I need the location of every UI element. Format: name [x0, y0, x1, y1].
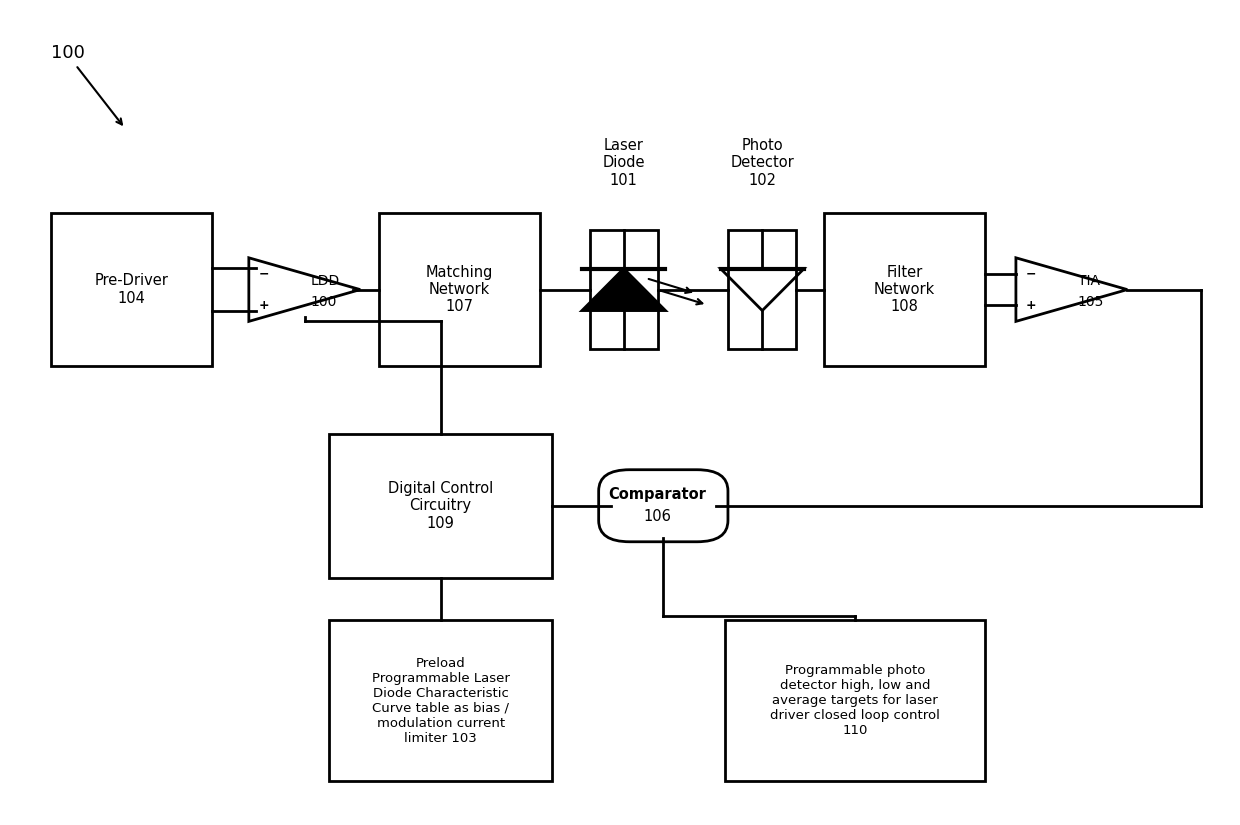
Text: Comparator: Comparator	[608, 488, 706, 502]
Text: 100: 100	[51, 44, 84, 62]
Text: Photo
Detector
102: Photo Detector 102	[730, 138, 794, 188]
Bar	[728, 230, 796, 349]
Text: Matching
Network
107: Matching Network 107	[425, 265, 492, 314]
FancyBboxPatch shape	[725, 620, 985, 781]
FancyBboxPatch shape	[51, 214, 212, 365]
Text: 105: 105	[1078, 295, 1104, 309]
FancyBboxPatch shape	[825, 214, 985, 365]
Text: Laser
Diode
101: Laser Diode 101	[603, 138, 645, 188]
Text: 106: 106	[644, 509, 671, 524]
Bar	[590, 230, 657, 349]
Text: −: −	[1025, 267, 1037, 280]
Text: +: +	[1025, 299, 1037, 312]
FancyBboxPatch shape	[330, 434, 552, 578]
FancyBboxPatch shape	[330, 620, 552, 781]
Text: Preload
Programmable Laser
Diode Characteristic
Curve table as bias /
modulation: Preload Programmable Laser Diode Charact…	[372, 657, 510, 745]
Text: Filter
Network
108: Filter Network 108	[874, 265, 935, 314]
Text: TIA: TIA	[1078, 274, 1100, 288]
Text: Digital Control
Circuitry
109: Digital Control Circuitry 109	[388, 481, 494, 530]
Text: Programmable photo
detector high, low and
average targets for laser
driver close: Programmable photo detector high, low an…	[770, 664, 940, 738]
FancyBboxPatch shape	[378, 214, 539, 365]
FancyBboxPatch shape	[599, 469, 728, 542]
Polygon shape	[582, 269, 666, 310]
Text: Pre-Driver
104: Pre-Driver 104	[94, 273, 169, 306]
Text: +: +	[259, 299, 269, 312]
Text: LDD: LDD	[311, 274, 340, 288]
Text: 100: 100	[311, 295, 337, 309]
Text: −: −	[259, 267, 269, 280]
